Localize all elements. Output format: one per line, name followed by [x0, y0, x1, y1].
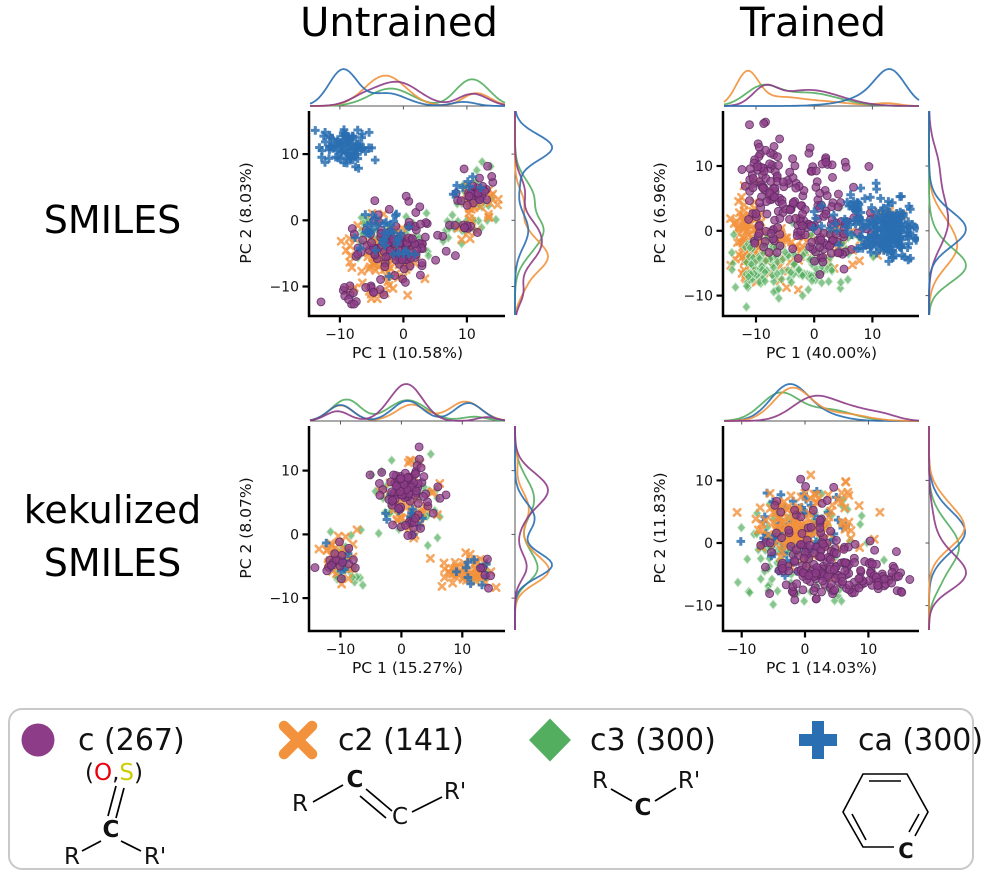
single-bond [654, 787, 677, 802]
svg-text:PC 2 (11.83%): PC 2 (11.83%) [651, 472, 669, 583]
double-bond [107, 785, 125, 819]
svg-text:10: 10 [859, 642, 877, 658]
svg-text:10: 10 [695, 159, 713, 175]
svg-text:0: 0 [397, 642, 406, 658]
legend-entry-ca: ca (300) [796, 718, 983, 762]
row-label-smiles: SMILES [43, 198, 182, 242]
carbon-atom-label: C [103, 817, 120, 843]
aromatic-double-bonds [851, 780, 920, 841]
svg-text:−10: −10 [741, 327, 771, 343]
legend-entry-c3: c3 (300) [528, 718, 716, 762]
carbon-atom-label: C [392, 804, 408, 830]
svg-text:−10: −10 [326, 642, 356, 658]
sulfur-atom-label: S [119, 760, 134, 786]
double-bond [359, 788, 393, 819]
benzene-structure-drawing: C [842, 773, 929, 863]
svg-text:PC 2 (6.96%): PC 2 (6.96%) [651, 162, 669, 263]
row-label-line1: kekulized [23, 488, 202, 532]
carbon-atom-label-bold: C [347, 767, 364, 793]
svg-text:−10: −10 [269, 280, 299, 296]
svg-text:−10: −10 [269, 591, 299, 607]
aromatic-carbon-label: C [898, 839, 913, 863]
paren-close: ) [134, 760, 143, 786]
svg-text:10: 10 [863, 327, 881, 343]
svg-text:0: 0 [290, 527, 299, 543]
svg-text:PC 1 (40.00%): PC 1 (40.00%) [766, 344, 877, 362]
svg-text:10: 10 [453, 642, 471, 658]
r-prime-group-label: R' [444, 779, 466, 805]
svg-text:PC 1 (10.58%): PC 1 (10.58%) [352, 344, 463, 362]
single-bonds [81, 840, 142, 852]
single-bond [411, 796, 443, 813]
svg-text:PC 2 (8.07%): PC 2 (8.07%) [237, 477, 255, 578]
r-group-label: R [64, 844, 80, 870]
legend-entry-c: c (267) [16, 718, 185, 762]
svg-text:10: 10 [695, 473, 713, 489]
single-bond [312, 784, 344, 803]
svg-text:0: 0 [810, 327, 819, 343]
carbon-atom-label: C [635, 795, 652, 821]
r-prime-group-label: R' [144, 844, 166, 870]
svg-text:−10: −10 [683, 289, 713, 305]
x-marker-icon [278, 720, 318, 760]
r-prime-group-label: R' [678, 768, 700, 794]
svg-text:−10: −10 [683, 599, 713, 615]
svg-text:0: 0 [290, 213, 299, 229]
legend-label-c2: c2 (141) [338, 722, 464, 758]
column-title-untrained: Untrained [300, 0, 498, 46]
legend-label-ca: ca (300) [858, 722, 984, 758]
svg-text:0: 0 [801, 642, 810, 658]
comma: , [112, 760, 119, 786]
carbonyl-structure-drawing: (O,S) C R R' [64, 760, 166, 870]
benzene-ring-outline [842, 773, 929, 848]
svg-text:PC 2 (8.03%): PC 2 (8.03%) [237, 162, 255, 263]
single-bond [610, 788, 633, 802]
diamond-marker-icon [529, 718, 571, 762]
row-label-kekulized-smiles: kekulized SMILES [0, 484, 225, 590]
paren-open: ( [85, 760, 94, 786]
svg-text:10: 10 [281, 464, 299, 480]
sp3-carbon-structure-drawing: R C R' [592, 768, 700, 821]
svg-text:PC 1 (14.03%): PC 1 (14.03%) [766, 659, 877, 677]
svg-text:0: 0 [704, 224, 713, 240]
column-title-trained: Trained [740, 0, 886, 46]
row-label-line2: SMILES [43, 541, 182, 586]
circle-marker-icon [21, 723, 55, 757]
svg-text:(O,S): (O,S) [85, 760, 143, 786]
svg-text:−10: −10 [325, 327, 355, 343]
legend-entry-c2: c2 (141) [276, 718, 464, 762]
r-group-label: R [592, 768, 608, 794]
svg-text:10: 10 [281, 147, 299, 163]
legend-label-c: c (267) [78, 722, 185, 758]
oxygen-atom-label: O [94, 760, 112, 786]
svg-text:10: 10 [458, 327, 476, 343]
alkene-structure-drawing: R C C R' [292, 767, 466, 830]
svg-text:0: 0 [704, 536, 713, 552]
legend-label-c3: c3 (300) [590, 722, 716, 758]
svg-text:−10: −10 [727, 642, 757, 658]
plus-marker-icon [799, 721, 837, 759]
svg-text:PC 1 (15.27%): PC 1 (15.27%) [352, 659, 463, 677]
r-group-label: R [292, 791, 308, 817]
svg-text:0: 0 [399, 327, 408, 343]
